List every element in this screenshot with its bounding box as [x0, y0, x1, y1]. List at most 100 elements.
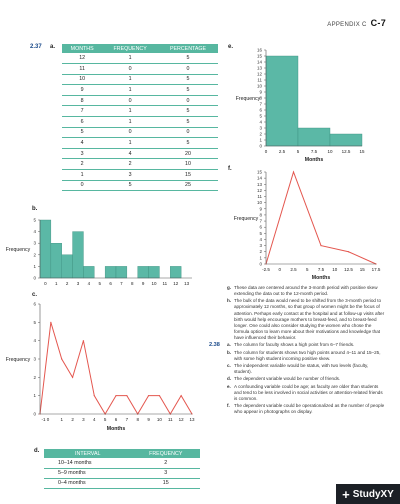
answer-paragraph: c. The independent variable would be stat…	[227, 363, 387, 375]
data-point	[320, 245, 322, 247]
answer-paragraph: h. The bulk of the data would need to be …	[227, 298, 387, 341]
part-label-b: b.	[32, 206, 38, 212]
table-cell: 1	[102, 74, 159, 86]
y-tick-label: 11	[257, 194, 262, 199]
table-cell: 0	[102, 95, 159, 107]
table-cell: 1	[102, 116, 159, 128]
x-tick-label: 7	[120, 281, 123, 286]
y-tick-label: 4	[33, 338, 36, 343]
y-tick-label: 1	[259, 255, 262, 260]
table-header-row: INTERVAL FREQUENCY	[44, 449, 200, 458]
y-tick-label: 7	[259, 219, 262, 224]
data-point	[147, 395, 150, 397]
answer-text: The column for faculty shows a high poin…	[234, 342, 355, 348]
answers-block: g. These data are centered around the 3-m…	[209, 285, 387, 416]
y-axis-label: Frequency	[236, 96, 261, 102]
table-cell: 25	[158, 180, 218, 192]
x-tick-label: -2.5	[262, 267, 270, 272]
table-cell: 1	[102, 105, 159, 118]
table-cell: 0	[158, 63, 218, 75]
x-axis-title: Months	[312, 275, 331, 281]
x-tick-label: 2.5	[279, 149, 286, 154]
table-row: 11 0 0	[62, 63, 218, 75]
x-tick-label: 7	[126, 417, 129, 422]
answer-letter: d.	[227, 376, 232, 382]
data-point	[180, 395, 182, 397]
table-cell: 0	[158, 127, 218, 139]
x-tick-label: 0	[44, 281, 47, 286]
y-tick-label: 12	[257, 188, 263, 193]
table-row: 12 1 5	[62, 53, 218, 65]
y-tick-label: 7	[259, 102, 262, 107]
table-cell: 7	[62, 105, 103, 118]
y-tick-label: 3	[259, 243, 262, 248]
x-tick-label: 12	[179, 417, 185, 422]
table-cell: 0	[158, 95, 218, 107]
x-tick-label: 2.5	[290, 267, 297, 272]
table-cell: 12	[62, 53, 103, 65]
histogram-bar	[83, 266, 95, 279]
x-tick-label: 10	[327, 149, 333, 154]
appendix-label: APPENDIX C	[327, 22, 367, 28]
col-header-0: INTERVAL	[44, 449, 132, 458]
table-cell: 0–4 months	[44, 478, 132, 490]
y-tick-label: 15	[257, 170, 263, 175]
y-tick-label: 4	[33, 229, 36, 234]
histogram-bar	[329, 133, 363, 147]
histogram-bar	[104, 266, 117, 279]
x-tick-label: 3	[77, 281, 80, 286]
answer-paragraph: b. The column for students shows two high…	[227, 350, 387, 362]
y-tick-label: 5	[33, 218, 36, 223]
y-tick-label: 3	[259, 126, 262, 131]
table-row: 2 2 10	[62, 158, 218, 171]
table-cell: 3	[62, 148, 103, 160]
data-point	[347, 251, 350, 253]
frequency-table-a: MONTHS FREQUENCY PERCENTAGE 12 1 5 11 0 0 10 1 5 9 1…	[62, 44, 218, 192]
x-tick-label: 11	[168, 417, 173, 422]
data-point	[71, 376, 74, 378]
table-cell: 5	[158, 53, 218, 65]
answer-paragraph: f. The dependent variable could be operat…	[227, 403, 387, 415]
table-cell: 15	[158, 169, 218, 181]
y-tick-label: 14	[257, 176, 263, 181]
answer-letter: f.	[227, 403, 230, 408]
table-cell: 6	[62, 116, 103, 128]
histogram-bar	[115, 266, 128, 279]
y-tick-label: 6	[259, 225, 262, 230]
x-tick-label: 11	[163, 281, 168, 286]
x-tick-label: 9	[147, 417, 150, 422]
part-label-f: f.	[228, 166, 232, 172]
answer-paragraph: g. These data are centered around the 3-m…	[227, 285, 387, 297]
table-row: 10–14 months 2	[44, 458, 200, 469]
histogram-bar	[39, 219, 52, 279]
x-tick-label: 1	[60, 417, 63, 422]
table-cell: 5	[158, 105, 218, 118]
table-cell: 5	[158, 84, 218, 96]
histogram-bar	[61, 254, 73, 279]
y-tick-label: 5	[33, 320, 36, 325]
y-tick-label: 3	[33, 357, 36, 362]
y-tick-label: 0	[33, 276, 36, 281]
x-tick-label: 10	[157, 417, 163, 422]
x-tick-label: 9	[142, 281, 145, 286]
table-cell: 5–9 months	[44, 468, 132, 479]
answer-paragraph: e. A confounding variable could be age; a…	[227, 384, 387, 402]
x-axis-title: Months	[305, 157, 324, 163]
answer-text: The column for students shows two high p…	[234, 349, 381, 361]
answer-letter: g.	[227, 285, 232, 290]
table-cell: 11	[62, 63, 103, 75]
frequency-table-d: INTERVAL FREQUENCY 10–14 months 2 5–9 month…	[44, 449, 200, 490]
table-cell: 2	[131, 458, 200, 469]
answer-paragraph: 2.38 a. The column for faculty shows a hig…	[209, 342, 387, 348]
y-tick-label: 8	[259, 96, 262, 101]
table-row: 1 3 15	[62, 169, 218, 181]
y-tick-label: 1	[33, 264, 36, 269]
histogram-bar	[72, 231, 84, 279]
x-tick-label: 7.5	[311, 149, 318, 154]
page-header: APPENDIX C C-7	[327, 18, 386, 28]
answer-text: The bulk of the data would need to be sh…	[234, 298, 385, 340]
x-tick-label: 8	[131, 281, 134, 286]
